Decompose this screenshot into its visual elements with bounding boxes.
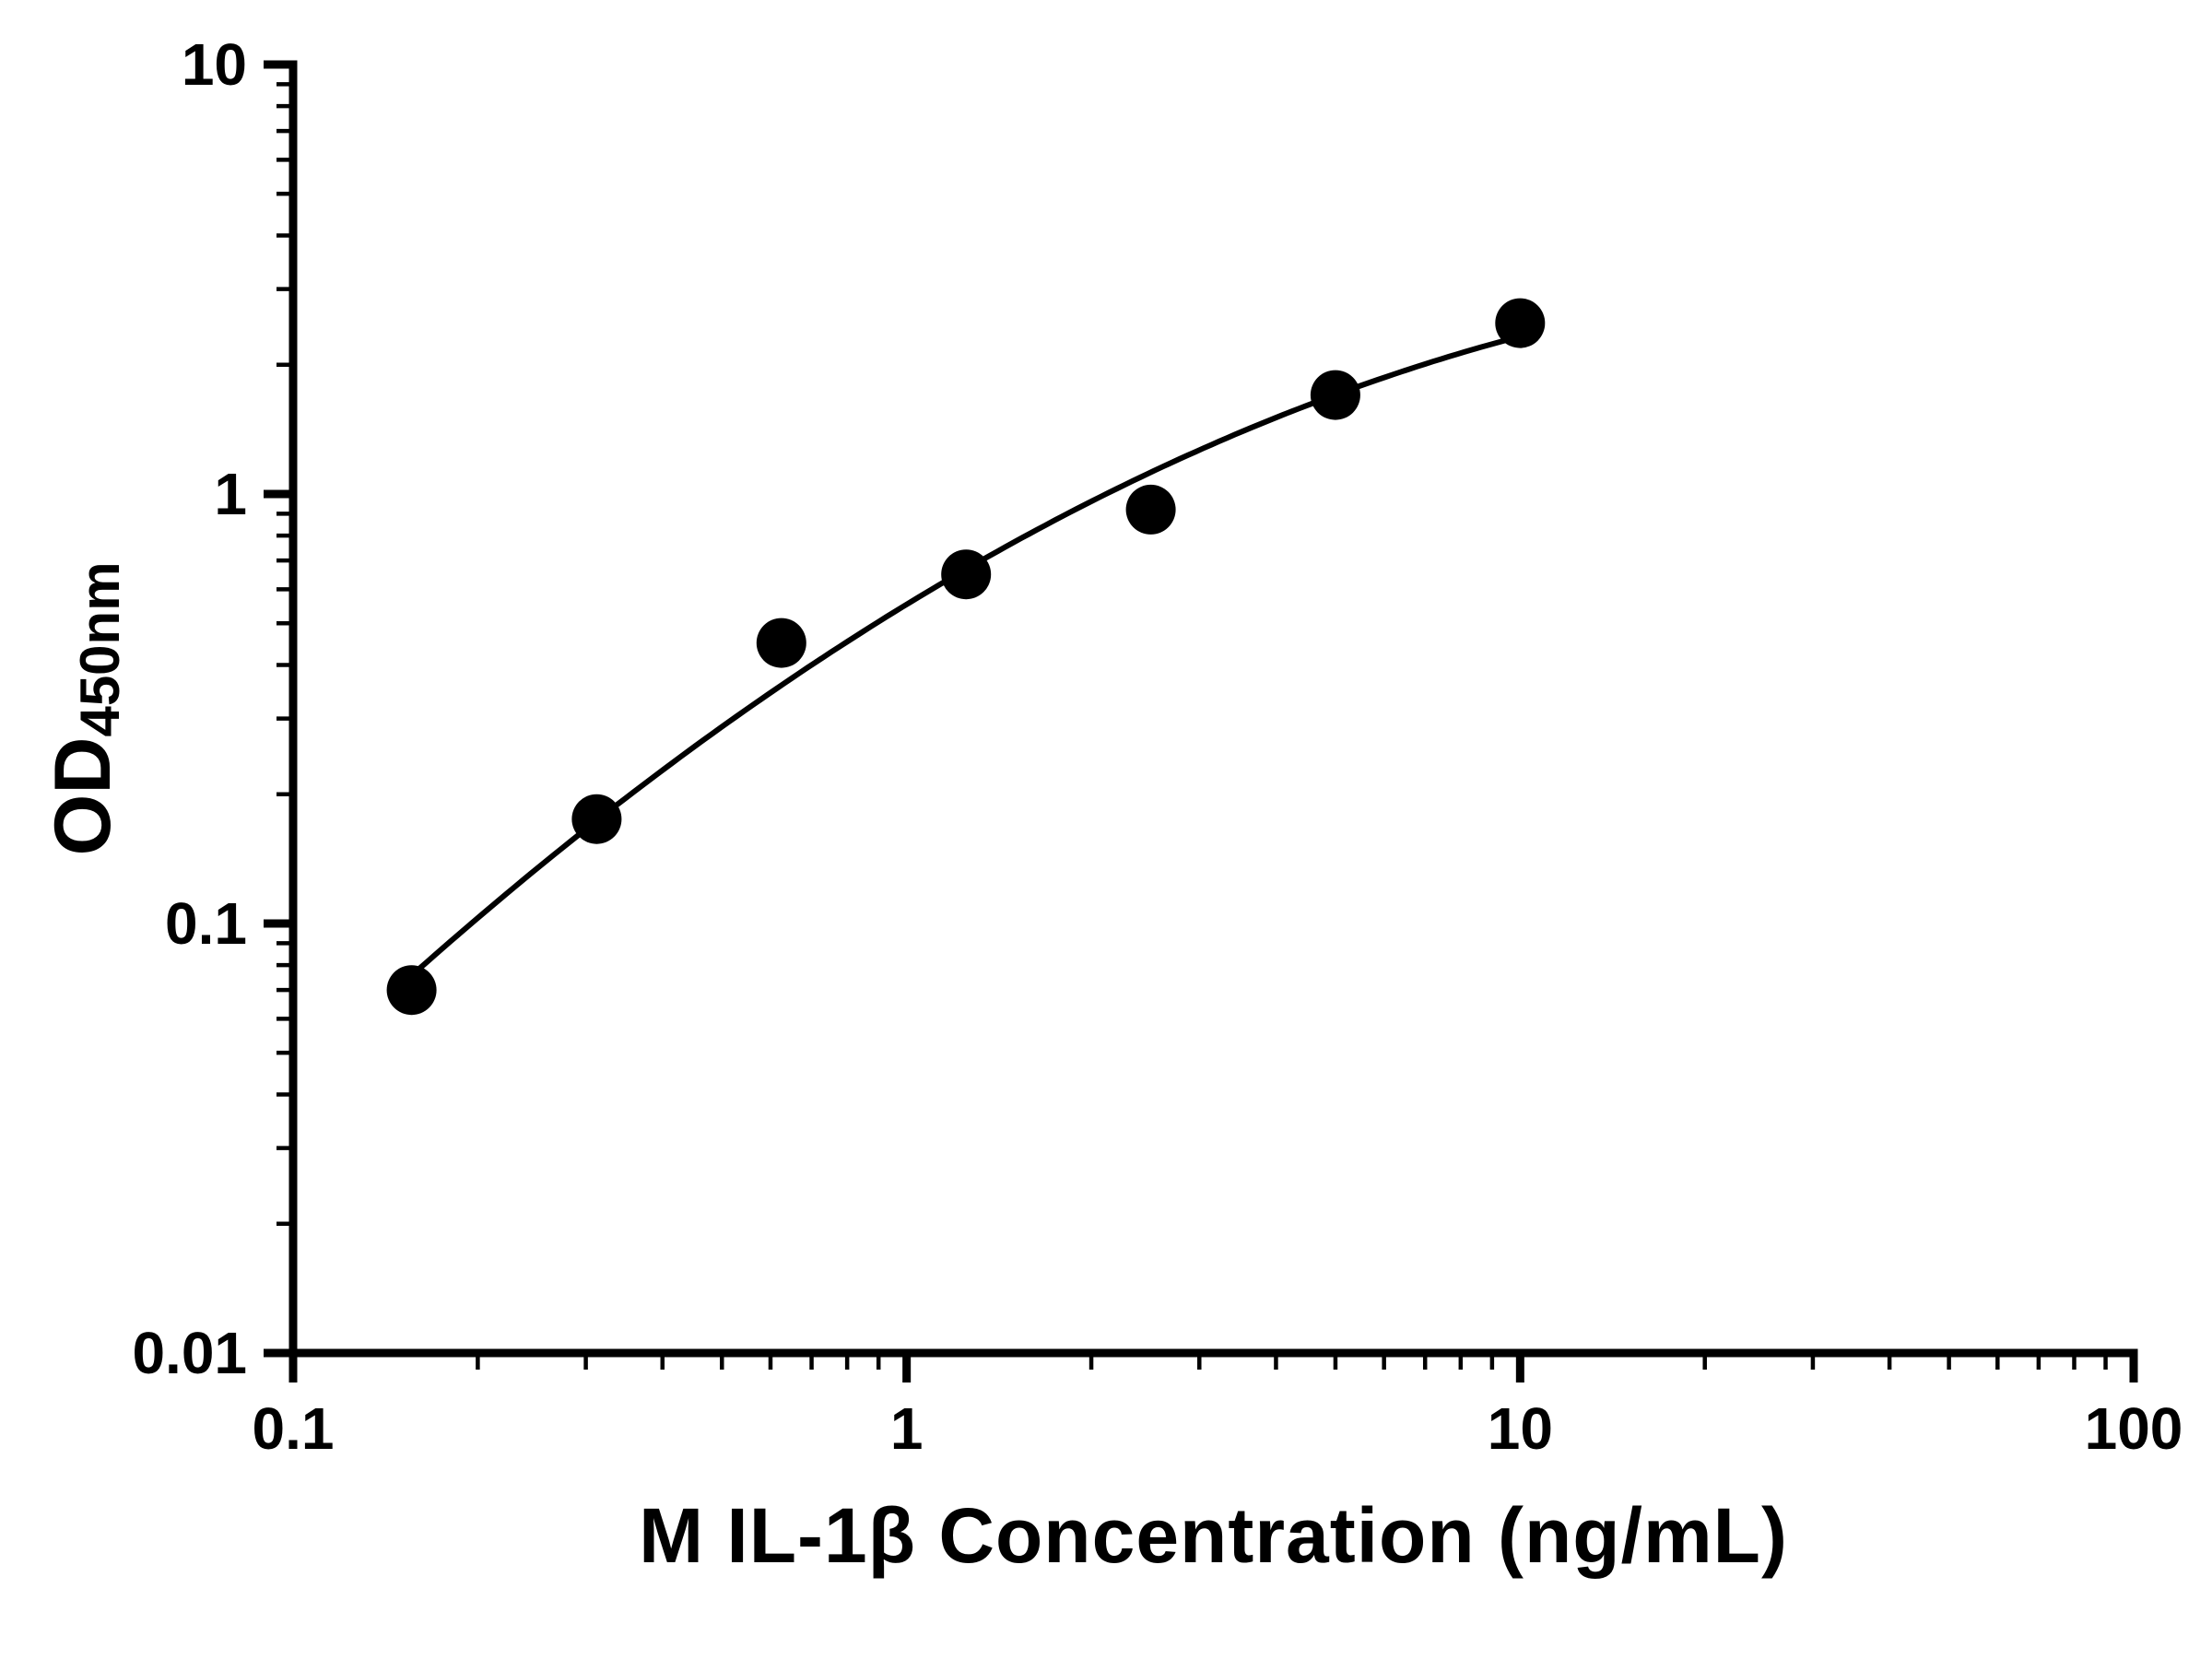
data-point xyxy=(386,965,437,1016)
data-point xyxy=(1310,370,1360,420)
data-point xyxy=(571,794,622,844)
y-axis-title-sub: 450nm xyxy=(69,561,131,737)
y-axis-title: OD450nm xyxy=(38,561,132,855)
fit-curve xyxy=(408,334,1524,979)
data-point xyxy=(941,549,992,600)
y-axis-title-main: OD xyxy=(39,736,127,856)
x-tick-label: 10 xyxy=(1488,1395,1553,1462)
x-tick-label: 0.1 xyxy=(253,1395,335,1462)
y-tick-label: 0.1 xyxy=(165,890,247,957)
y-tick-label: 0.01 xyxy=(132,1320,247,1386)
x-tick-label: 1 xyxy=(890,1395,924,1462)
y-tick-label: 1 xyxy=(214,461,247,527)
axis-spines xyxy=(288,60,2138,1358)
data-point xyxy=(756,618,806,668)
y-tick-label: 10 xyxy=(182,31,247,98)
x-axis-title: M IL-1β Concentration (ng/mL) xyxy=(639,1492,1788,1579)
data-point xyxy=(1495,298,1546,348)
x-tick-label: 100 xyxy=(2085,1395,2183,1462)
data-point xyxy=(1125,484,1176,535)
